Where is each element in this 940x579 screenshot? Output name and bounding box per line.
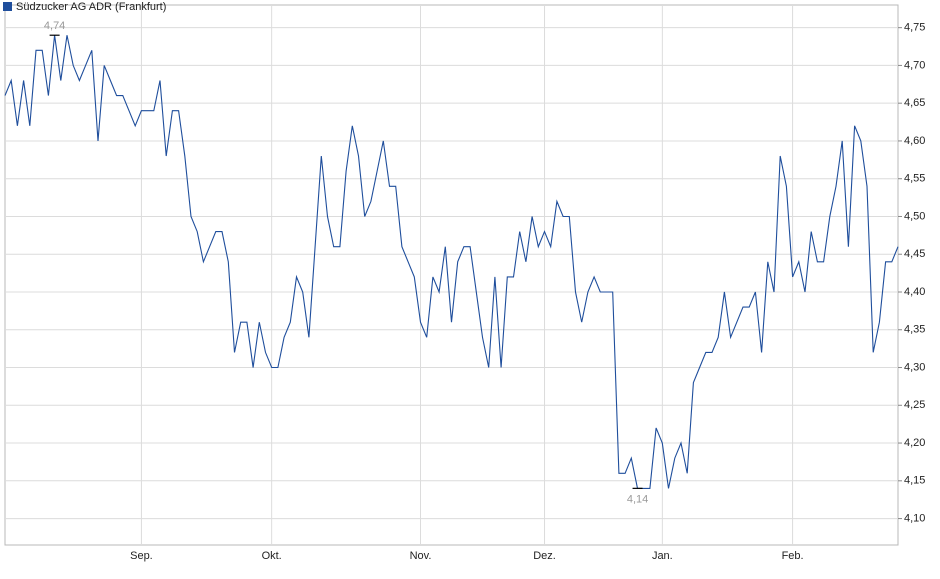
y-tick-label: 4,50 xyxy=(904,210,925,222)
price-line xyxy=(4,35,899,489)
y-tick-label: 4,75 xyxy=(904,22,925,34)
x-tick-label: Nov. xyxy=(410,550,432,562)
y-tick-label: 4,45 xyxy=(904,248,925,260)
y-tick-label: 4,55 xyxy=(904,173,925,185)
x-tick-label: Sep. xyxy=(130,550,153,562)
extreme-label: 4,14 xyxy=(627,493,648,505)
extreme-label: 4,74 xyxy=(44,20,65,32)
x-tick-label: Okt. xyxy=(262,550,282,562)
x-tick-label: Dez. xyxy=(533,550,556,562)
plot-area xyxy=(4,4,899,546)
y-tick-label: 4,40 xyxy=(904,286,925,298)
legend-label: Südzucker AG ADR (Frankfurt) xyxy=(16,1,166,13)
y-tick-label: 4,65 xyxy=(904,97,925,109)
legend-swatch xyxy=(3,2,12,11)
x-tick-label: Jan. xyxy=(652,550,673,562)
x-tick-label: Feb. xyxy=(782,550,804,562)
y-tick-label: 4,60 xyxy=(904,135,925,147)
y-tick-label: 4,30 xyxy=(904,361,925,373)
y-tick-label: 4,35 xyxy=(904,324,925,336)
y-tick-label: 4,70 xyxy=(904,59,925,71)
y-tick-label: 4,20 xyxy=(904,437,925,449)
y-tick-label: 4,15 xyxy=(904,475,925,487)
y-tick-label: 4,25 xyxy=(904,399,925,411)
y-tick-label: 4,10 xyxy=(904,512,925,524)
